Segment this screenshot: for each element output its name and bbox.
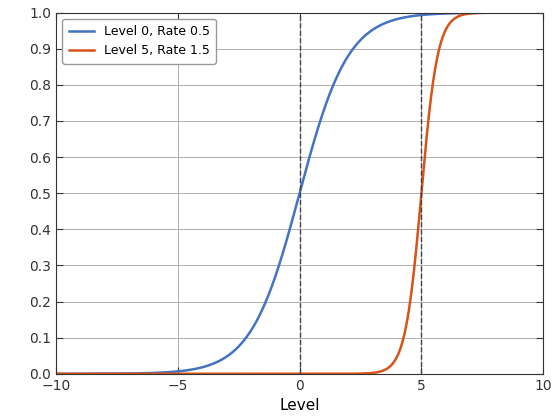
Level 5, Rate 1.5	[277, 371, 283, 376]
Level 5, Rate 1.5	[525, 10, 532, 15]
Legend: Level 0, Rate 0.5, Level 5, Rate 1.5: Level 0, Rate 0.5, Level 5, Rate 1.5	[62, 19, 216, 63]
Level 0, Rate 0.5	[277, 260, 283, 265]
Level 0, Rate 0.5	[290, 215, 296, 220]
Level 5, Rate 1.5	[526, 10, 533, 15]
Level 5, Rate 1.5	[436, 45, 443, 50]
Level 5, Rate 1.5	[540, 10, 547, 15]
Level 0, Rate 0.5	[436, 11, 443, 16]
Line: Level 0, Rate 0.5: Level 0, Rate 0.5	[56, 13, 543, 374]
Level 5, Rate 1.5	[53, 371, 59, 376]
Level 5, Rate 1.5	[77, 371, 84, 376]
X-axis label: Level: Level	[279, 398, 320, 413]
Line: Level 5, Rate 1.5: Level 5, Rate 1.5	[56, 13, 543, 374]
Level 0, Rate 0.5	[53, 371, 59, 376]
Level 0, Rate 0.5	[526, 10, 533, 15]
Level 5, Rate 1.5	[290, 371, 296, 376]
Level 0, Rate 0.5	[525, 10, 532, 15]
Level 0, Rate 0.5	[77, 371, 84, 376]
Level 0, Rate 0.5	[540, 10, 547, 15]
